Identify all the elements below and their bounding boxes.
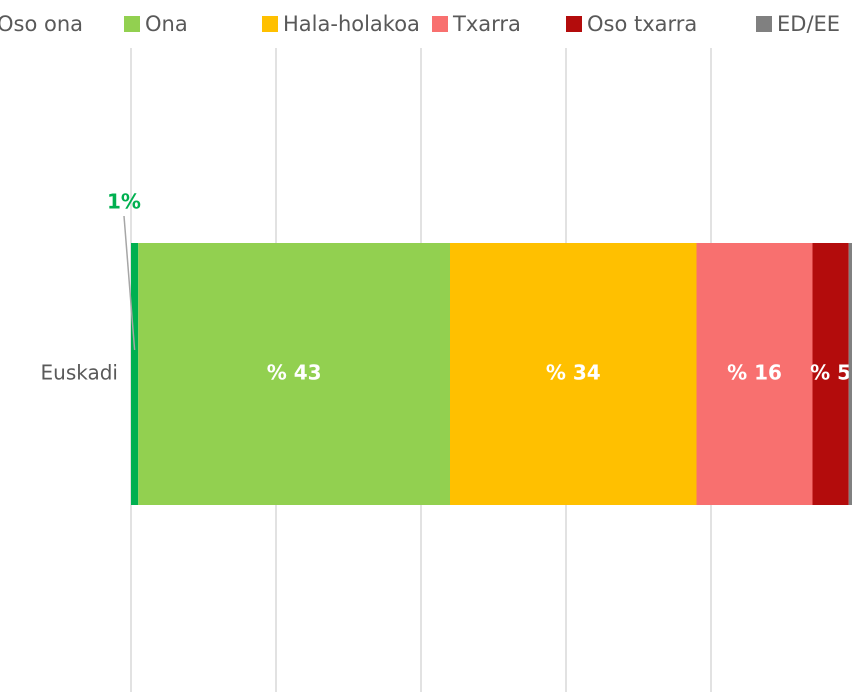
- legend-marker: [566, 16, 582, 32]
- legend-label: ED/EE: [777, 12, 840, 36]
- legend-label: Txarra: [452, 12, 521, 36]
- data-label: % 34: [546, 361, 601, 385]
- bar-segment: [812, 243, 849, 505]
- legend-marker: [262, 16, 278, 32]
- legend-label: Hala-holakoa: [283, 12, 420, 36]
- data-label: % 5: [810, 361, 851, 385]
- data-label: 1%: [107, 190, 141, 214]
- legend-label: Oso ona: [0, 12, 83, 36]
- bar-segment: [696, 243, 813, 505]
- legend-label: Ona: [145, 12, 188, 36]
- bar-segment: [848, 243, 852, 505]
- bar-segment: [450, 243, 697, 505]
- data-label: % 43: [267, 361, 322, 385]
- data-label: % 16: [727, 361, 782, 385]
- y-tick-label: Euskadi: [41, 361, 118, 385]
- legend-marker: [124, 16, 140, 32]
- legend-label: Oso txarra: [587, 12, 697, 36]
- legend-marker: [756, 16, 772, 32]
- leader-line: [123, 215, 136, 351]
- bar-segment: [138, 243, 450, 505]
- legend-marker: [432, 16, 448, 32]
- bar-segment: [131, 243, 139, 505]
